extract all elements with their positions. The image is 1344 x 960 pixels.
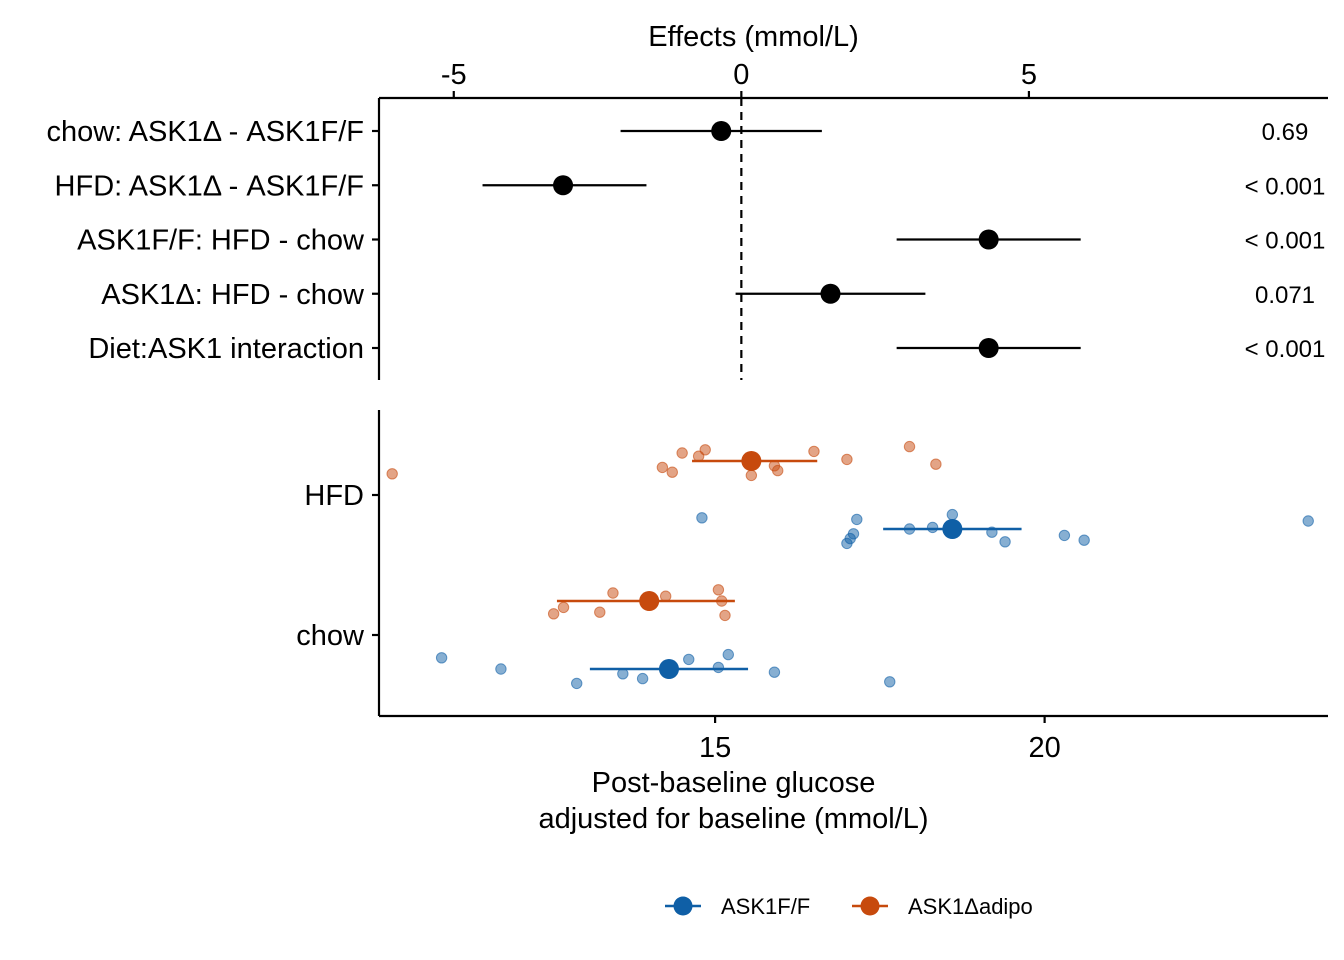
glucose-data-point [844,532,856,545]
glucose-data-point [683,653,695,666]
effects-row-label: ASK1F/F: HFD - chow [77,225,365,257]
glucose-data-point [386,468,398,480]
glucose-data-point [547,608,560,620]
glucose-data-point [722,648,734,661]
glucose-mean-point [942,519,963,539]
glucose-y-tick-label: chow [296,620,365,652]
effects-estimate-point [978,338,999,358]
effects-row-label: ASK1Δ: HFD - chow [101,279,365,311]
effects-estimate-point [553,175,574,196]
glucose-data-point [435,652,448,664]
glucose-data-point [926,521,939,534]
effects-row-label: Diet:ASK1 interaction [88,333,364,365]
effects-p-value: 0.69 [1262,119,1309,146]
glucose-mean-point [639,591,660,611]
glucose-data-point [999,536,1011,548]
effects-x-tick-label: -5 [441,59,467,91]
glucose-data-point [666,466,678,478]
glucose-data-point [1078,534,1090,546]
effects-p-value: < 0.001 [1245,173,1326,200]
glucose-data-point [745,469,758,482]
glucose-data-point [557,601,570,614]
effects-p-value: 0.071 [1255,282,1315,309]
glucose-x-tick-label: 15 [699,732,731,764]
glucose-mean-point [658,659,679,679]
effects-x-tick-label: 0 [733,59,749,91]
glucose-group-summaries [556,451,1022,679]
effects-estimate-point [711,121,732,141]
glucose-data-point [656,461,669,474]
effects-p-value: < 0.001 [1245,336,1326,363]
effects-x-ticks: -5 0 5 [441,59,1037,98]
glucose-mean-point [741,451,762,471]
glucose-data-point [808,445,820,458]
glucose-data-point [903,440,916,453]
effects-x-tick-label: 5 [1021,59,1037,91]
glucose-data-point [946,508,959,521]
glucose-data-point [571,677,583,690]
effects-p-value: < 0.001 [1245,228,1326,255]
glucose-data-point [676,447,688,459]
glucose-points [386,440,1314,690]
glucose-x-ticks: 15 20 [699,716,1061,764]
legend-label: ASK1Δadipo [908,894,1033,919]
glucose-data-point [772,464,784,477]
glucose-data-point [594,606,606,618]
glucose-data-point [712,584,725,596]
effects-axis-title: Effects (mmol/L) [648,21,859,53]
effects-row-label: HFD: ASK1Δ - ASK1F/F [55,170,364,202]
glucose-data-point [768,666,781,678]
glucose-y-ticks: chow HFD [296,480,379,652]
glucose-data-point [719,609,731,622]
glucose-data-point [607,587,619,599]
legend-swatch [860,896,880,916]
glucose-data-point [636,672,649,685]
glucose-y-tick-label: HFD [304,480,364,512]
legend-swatch [673,896,693,916]
effects-rows: chow: ASK1Δ - ASK1F/F 0.69 HFD: ASK1Δ - AS… [46,116,1325,365]
glucose-data-point [1302,515,1314,527]
effects-panel: Effects (mmol/L) -5 0 5 chow: ASK1Δ - ASK1… [46,21,1328,380]
glucose-data-point [930,458,942,470]
glucose-data-point [1058,529,1071,542]
legend-label: ASK1F/F [721,894,810,919]
glucose-data-point [696,512,708,524]
glucose-data-point [712,661,725,674]
glucose-x-tick-label: 20 [1028,732,1060,764]
glucose-data-point [841,453,853,466]
glucose-data-point [495,663,507,675]
legend: ASK1F/F ASK1Δadipo [665,894,1033,919]
effects-estimate-point [820,283,841,304]
effects-estimate-point [978,229,999,250]
effects-row-label: chow: ASK1Δ - ASK1F/F [46,116,364,148]
glucose-data-point [851,513,863,526]
glucose-axis-title: Post-baseline glucose adjusted for baseli… [538,767,928,835]
glucose-data-point [699,444,711,456]
glucose-data-point [884,676,896,688]
